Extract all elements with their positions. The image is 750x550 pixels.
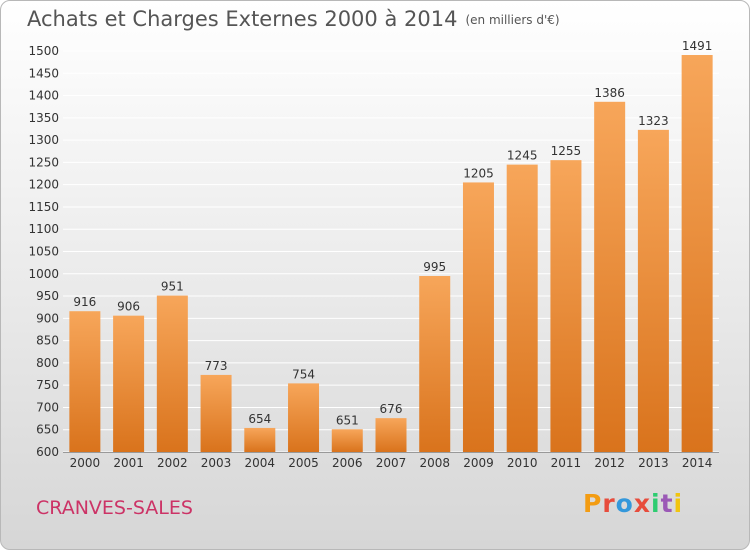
- bar-2006: [331, 429, 363, 452]
- y-tick-label: 850: [36, 334, 59, 348]
- x-tick-label: 2009: [463, 456, 494, 470]
- bar-2011: [550, 160, 582, 452]
- x-tick-label: 2000: [70, 456, 101, 470]
- value-labels: 916 906 951 773 654 754 651 676 995 1205 1245 1255 1…: [73, 39, 712, 427]
- value-label: 676: [380, 402, 403, 416]
- value-label: 654: [248, 412, 271, 426]
- x-tick-label: 2014: [682, 456, 713, 470]
- value-label: 773: [205, 359, 228, 373]
- bar-2013: [637, 129, 669, 452]
- bars: [69, 55, 713, 452]
- value-label: 1205: [463, 166, 494, 180]
- y-tick-label: 600: [36, 445, 59, 459]
- y-tick-label: 1350: [28, 111, 59, 125]
- x-tick-label: 2004: [245, 456, 276, 470]
- x-tick-label: 2001: [113, 456, 144, 470]
- chart-title-text: Achats et Charges Externes 2000 à 2014: [27, 7, 458, 31]
- x-tick-label: 2002: [157, 456, 188, 470]
- y-tick-label: 1050: [28, 245, 59, 259]
- x-tick-label: 2007: [376, 456, 407, 470]
- bar-2007: [375, 418, 407, 452]
- y-axis-labels: 600 650 700 750 800 850 900 950 1000 1050 1100 1150…: [28, 44, 59, 459]
- value-label: 1323: [638, 114, 669, 128]
- value-label: 1491: [682, 39, 713, 53]
- x-tick-label: 2003: [201, 456, 232, 470]
- proxiti-logo: Proxiti: [583, 489, 683, 518]
- bar-2001: [113, 315, 145, 452]
- value-label: 995: [423, 260, 446, 274]
- value-label: 916: [73, 295, 96, 309]
- bar-2010: [506, 164, 538, 452]
- bar-2004: [244, 427, 276, 452]
- x-tick-label: 2011: [551, 456, 582, 470]
- value-label: 1245: [507, 149, 538, 163]
- y-tick-label: 1300: [28, 133, 59, 147]
- y-tick-label: 1250: [28, 155, 59, 169]
- city-name: CRANVES-SALES: [36, 497, 193, 519]
- y-tick-label: 1500: [28, 44, 59, 58]
- bar-2002: [156, 295, 188, 452]
- y-tick-label: 650: [36, 423, 59, 437]
- x-tick-label: 2008: [419, 456, 450, 470]
- chart-title: Achats et Charges Externes 2000 à 2014 (e…: [27, 7, 560, 31]
- y-tick-label: 1400: [28, 89, 59, 103]
- value-label: 906: [117, 300, 140, 314]
- value-label: 651: [336, 413, 359, 427]
- logo-letter: t: [660, 489, 674, 518]
- value-label: 1386: [594, 86, 625, 100]
- bar-2008: [419, 276, 451, 452]
- bar-2003: [200, 374, 232, 452]
- y-tick-label: 950: [36, 289, 59, 303]
- x-tick-label: 2013: [638, 456, 669, 470]
- value-label: 1255: [551, 144, 582, 158]
- bar-2005: [288, 383, 320, 452]
- y-tick-label: 750: [36, 378, 59, 392]
- y-tick-label: 1000: [28, 267, 59, 281]
- y-tick-label: 1450: [28, 66, 59, 80]
- bar-2009: [462, 182, 494, 452]
- value-label: 951: [161, 280, 184, 294]
- logo-letter: o: [615, 489, 634, 518]
- y-tick-label: 1150: [28, 200, 59, 214]
- y-tick-label: 700: [36, 400, 59, 414]
- y-tick-label: 1100: [28, 222, 59, 236]
- y-tick-label: 900: [36, 311, 59, 325]
- logo-letter: P: [583, 489, 603, 518]
- x-tick-label: 2010: [507, 456, 538, 470]
- logo-letter: i: [673, 489, 684, 518]
- x-tick-label: 2005: [288, 456, 319, 470]
- bar-2000: [69, 311, 101, 452]
- logo-letter: i: [651, 489, 661, 518]
- x-tick-label: 2012: [594, 456, 625, 470]
- bar-2012: [594, 101, 626, 452]
- chart-unit: (en milliers d'€): [465, 13, 560, 27]
- bar-2014: [681, 55, 713, 452]
- logo-letter: r: [602, 489, 616, 518]
- x-axis-labels: 2000 2001 2002 2003 2004 2005 2006 2007 2008 2009…: [70, 456, 713, 470]
- logo-letter: x: [633, 489, 651, 518]
- y-tick-label: 1200: [28, 178, 59, 192]
- value-label: 754: [292, 367, 315, 381]
- x-tick-label: 2006: [332, 456, 363, 470]
- y-tick-label: 800: [36, 356, 59, 370]
